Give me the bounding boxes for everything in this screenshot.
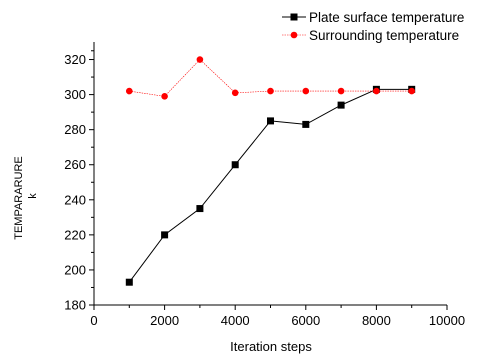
data-point-circle <box>373 87 380 95</box>
data-point-square <box>231 161 239 169</box>
data-point-square <box>267 117 274 125</box>
data-point-circle <box>267 87 274 95</box>
y-axis-label: TEMPARARURE <box>13 156 25 240</box>
y-tick-label: 260 <box>64 157 86 172</box>
data-point-circle <box>302 87 310 95</box>
data-point-circle <box>408 87 416 95</box>
y-tick-label: 200 <box>64 262 86 277</box>
data-point-circle <box>231 89 239 97</box>
x-tick-label: 8000 <box>362 313 391 328</box>
legend-label-1: Surrounding temperature <box>309 28 459 43</box>
y-tick-label: 220 <box>64 227 86 242</box>
data-point-circle <box>126 87 133 95</box>
y-tick-label: 240 <box>64 192 86 207</box>
x-axis-label: Iteration steps <box>230 339 312 354</box>
data-point-square <box>337 101 345 109</box>
y-tick-label: 300 <box>64 87 86 102</box>
x-tick-label: 2000 <box>150 313 179 328</box>
x-tick-label: 4000 <box>221 313 250 328</box>
y-axis-unit-label: k <box>27 193 39 199</box>
legend: Plate surface temperature Surrounding tem… <box>282 10 464 43</box>
x-tick-label: 6000 <box>291 313 320 328</box>
x-tick-label: 10000 <box>429 313 465 328</box>
data-point-circle <box>196 56 204 63</box>
data-point-square <box>196 205 204 213</box>
y-tick-label: 180 <box>64 298 86 313</box>
legend-marker-square <box>290 13 298 21</box>
series-layer <box>125 56 416 286</box>
data-point-square <box>125 278 133 286</box>
axes: 0 2000 4000 6000 8000 10000 180 200 220 240 260 280… <box>64 42 465 328</box>
data-point-square <box>302 120 310 128</box>
data-point-circle <box>161 93 168 100</box>
y-tick-label: 320 <box>64 52 86 67</box>
legend-marker-circle <box>290 31 298 39</box>
y-tick-label: 280 <box>64 122 86 137</box>
data-point-circle <box>337 87 345 95</box>
x-tick-label: 0 <box>90 313 97 328</box>
legend-label-0: Plate surface temperature <box>309 10 464 25</box>
data-point-square <box>161 231 169 239</box>
